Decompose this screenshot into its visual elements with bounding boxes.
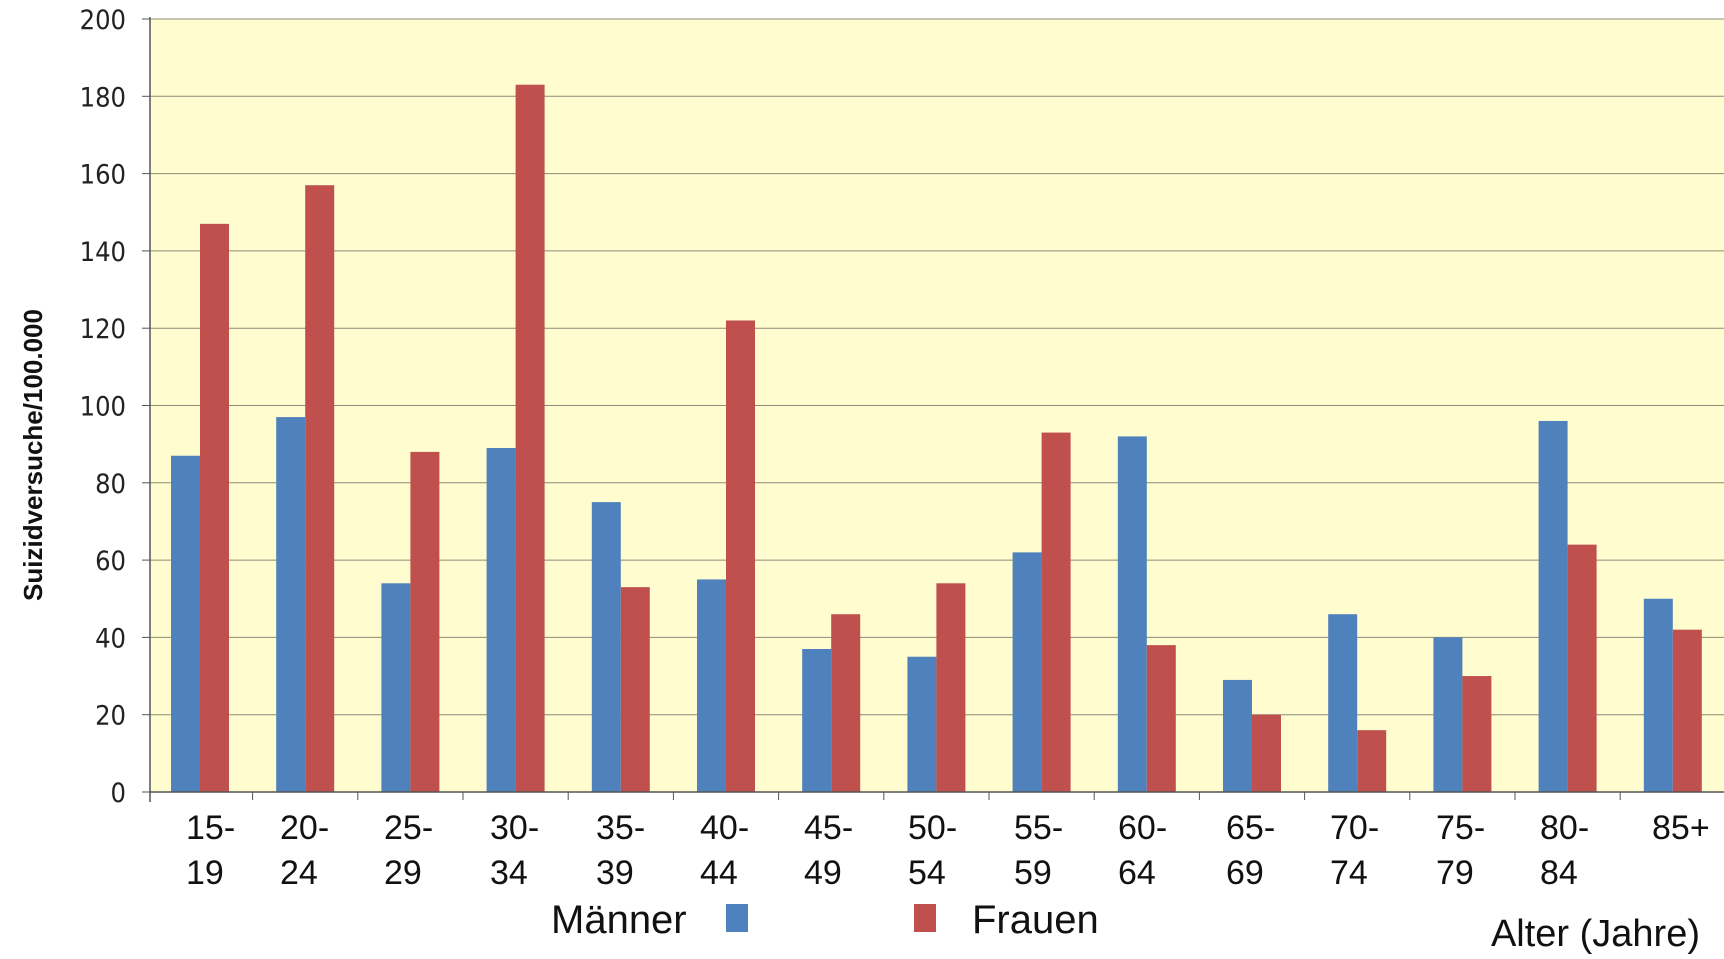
legend-label-frauen: Frauen	[972, 898, 1099, 942]
x-tick-label: 34	[490, 854, 528, 892]
x-tick-label: 59	[1014, 854, 1052, 892]
bar-maenner	[1012, 552, 1042, 792]
bar-frauen	[200, 223, 229, 793]
x-tick-label: 69	[1226, 854, 1264, 892]
x-tick-label: 15-	[186, 809, 235, 847]
x-tick-label: 20-	[280, 809, 329, 847]
y-tick-label: 60	[95, 546, 126, 577]
bar-frauen	[1567, 544, 1597, 792]
x-tick-label: 35-	[596, 809, 645, 847]
bar-frauen	[1357, 730, 1387, 792]
x-tick-label: 55-	[1014, 809, 1063, 847]
x-tick-label: 70-	[1330, 809, 1379, 847]
bar-maenner	[907, 656, 937, 792]
x-tick-label: 74	[1330, 854, 1368, 892]
bar-maenner	[1538, 420, 1568, 792]
x-tick-label: 54	[908, 854, 946, 892]
x-tick-label: 50-	[908, 809, 957, 847]
bars	[171, 84, 1702, 793]
bar-frauen	[1146, 645, 1176, 792]
bar-maenner	[1117, 436, 1147, 792]
x-tick-labels: 15- 19 20- 24 25- 29 30- 34 35- 39 40- 44 45- 49 50- 54…	[186, 809, 1710, 892]
bar-frauen	[410, 451, 440, 792]
y-tick-label: 140	[80, 237, 126, 268]
bar-frauen	[620, 587, 650, 792]
bar-maenner	[1433, 637, 1463, 792]
x-tick-label: 29	[384, 854, 422, 892]
x-tick-label: 84	[1540, 854, 1578, 892]
y-tick-label: 200	[80, 5, 126, 36]
x-tick-label: 49	[804, 854, 842, 892]
legend-label-maenner: Männer	[551, 898, 687, 942]
x-tick-label: 60-	[1118, 809, 1167, 847]
x-tick-label: 30-	[490, 809, 539, 847]
x-tick-label: 85+	[1652, 809, 1710, 847]
bar-maenner	[381, 583, 411, 792]
x-tick-label: 25-	[384, 809, 433, 847]
x-tick-label: 39	[596, 854, 634, 892]
x-tick-label: 80-	[1540, 809, 1589, 847]
legend-swatch-frauen	[914, 904, 936, 932]
x-axis-label: Alter (Jahre)	[1491, 913, 1700, 954]
bar-maenner	[697, 579, 726, 792]
y-axis-label: Suizidversuche/100.000	[18, 309, 48, 601]
bar-maenner	[1223, 679, 1252, 792]
legend: Männer Frauen	[551, 898, 1099, 942]
bar-frauen	[1672, 629, 1702, 792]
bar-maenner	[591, 502, 621, 792]
bar-maenner	[802, 648, 832, 792]
bar-frauen	[305, 185, 335, 792]
y-tick-label: 40	[95, 623, 126, 654]
y-tick-label: 0	[111, 778, 126, 809]
axes	[149, 17, 1724, 802]
bar-maenner	[1328, 614, 1358, 792]
y-tick-label: 80	[95, 469, 126, 500]
x-tick-label: 75-	[1436, 809, 1485, 847]
bar-frauen	[1041, 432, 1071, 792]
y-tick-labels: 0 20 40 60 80 100 120 140 160 180 200	[80, 5, 126, 809]
x-tick-label: 44	[700, 854, 738, 892]
x-tick-label: 65-	[1226, 809, 1275, 847]
y-tick-label: 160	[80, 160, 126, 191]
bar-frauen	[831, 614, 861, 792]
bar-maenner	[276, 417, 306, 792]
y-tick-label: 100	[80, 392, 126, 423]
bar-maenner	[486, 448, 516, 792]
y-tick-label: 180	[80, 82, 126, 113]
bar-frauen	[1252, 714, 1281, 792]
bar-frauen	[515, 84, 545, 792]
bar-maenner	[1643, 598, 1673, 792]
x-tick-label: 79	[1436, 854, 1474, 892]
x-tick-label: 40-	[700, 809, 749, 847]
legend-swatch-maenner	[726, 904, 748, 932]
x-tick-label: 19	[186, 854, 224, 892]
bar-maenner	[171, 455, 200, 792]
bar-frauen	[726, 320, 755, 792]
bar-frauen	[1462, 676, 1492, 792]
x-tick-label: 64	[1118, 854, 1156, 892]
x-tick-label: 24	[280, 854, 318, 892]
y-tick-label: 120	[80, 314, 126, 345]
y-tick-label: 20	[95, 701, 126, 732]
bar-frauen	[936, 583, 966, 792]
x-tick-label: 45-	[804, 809, 853, 847]
